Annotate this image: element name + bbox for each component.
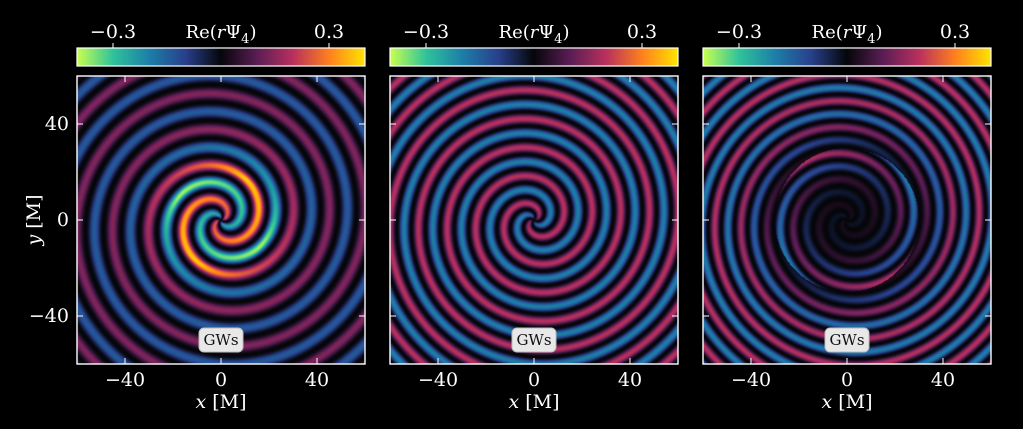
y-tick-label: 40: [45, 113, 69, 135]
y-axis-label: y [M]: [23, 194, 45, 246]
badge-label: GWs: [829, 331, 864, 349]
colorbar: [76, 47, 366, 67]
colorbar-tick-label: −0.3: [716, 21, 762, 43]
badge-label: GWs: [516, 331, 551, 349]
colorbar-label: Re(rΨ4): [812, 22, 883, 47]
badge-label: GWs: [203, 331, 238, 349]
gws-badge: GWs: [198, 327, 244, 353]
x-tick-label: 40: [305, 369, 329, 391]
y-tick-label: −40: [29, 305, 69, 327]
x-tick-label: 0: [215, 369, 227, 391]
colorbar: [702, 47, 992, 67]
x-tick-label: −40: [418, 369, 458, 391]
x-tick-label: 40: [931, 369, 955, 391]
colorbar-tick-label: 0.3: [940, 21, 970, 43]
spiral-heatmap: [77, 76, 365, 364]
x-tick-label: −40: [731, 369, 771, 391]
panel-middle: −0.3 0.3 Re(rΨ4) −40 0 40 x [M] GWs: [389, 21, 679, 413]
colorbar-label: Re(rΨ4): [499, 22, 570, 47]
spiral-heatmap: [390, 76, 678, 364]
colorbar-tick-label: 0.3: [627, 21, 657, 43]
panel-left: −0.3 0.3 Re(rΨ4) −40 0 40 40 0 −40 x [M] y [M] GWs: [23, 21, 366, 413]
badge-background: [198, 327, 244, 353]
panel-right: −0.3 0.3 Re(rΨ4) −40 0 40 x [M] GWs: [702, 21, 992, 413]
gws-badge: GWs: [511, 327, 557, 353]
colorbar-tick-label: 0.3: [314, 21, 344, 43]
x-tick-label: 0: [841, 369, 853, 391]
x-axis-label: x [M]: [508, 391, 559, 413]
colorbar: [389, 47, 679, 67]
x-axis-label: x [M]: [821, 391, 872, 413]
badge-background: [511, 327, 557, 353]
gws-badge: GWs: [824, 327, 870, 353]
x-tick-label: −40: [105, 369, 145, 391]
spiral-heatmap: [703, 76, 991, 364]
x-axis-label: x [M]: [195, 391, 246, 413]
y-tick-label: 0: [57, 209, 69, 231]
colorbar-tick-label: −0.3: [90, 21, 136, 43]
colorbar-tick-label: −0.3: [403, 21, 449, 43]
badge-background: [824, 327, 870, 353]
x-tick-label: 0: [528, 369, 540, 391]
x-tick-label: 40: [618, 369, 642, 391]
colorbar-label: Re(rΨ4): [186, 22, 257, 47]
